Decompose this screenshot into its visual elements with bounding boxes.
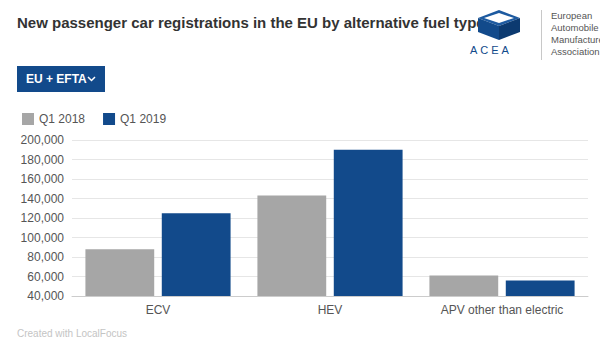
svg-text:180,000: 180,000 xyxy=(21,153,65,167)
svg-text:80,000: 80,000 xyxy=(27,250,64,264)
svg-text:Q1 2019: Q1 2019 xyxy=(120,112,166,126)
svg-text:200,000: 200,000 xyxy=(21,133,65,147)
svg-text:HEV: HEV xyxy=(318,303,343,317)
html-text:European: European xyxy=(551,10,593,21)
svg-text:160,000: 160,000 xyxy=(21,172,65,186)
html-text:EU + EFTA: EU + EFTA xyxy=(26,72,87,86)
svg-text:60,000: 60,000 xyxy=(27,270,64,284)
html-text:Association: Association xyxy=(551,46,600,57)
svg-text:100,000: 100,000 xyxy=(21,231,65,245)
svg-text:40,000: 40,000 xyxy=(27,289,64,303)
svg-text:120,000: 120,000 xyxy=(21,211,65,225)
html-text:Created with LocalFocus: Created with LocalFocus xyxy=(17,328,128,339)
svg-text:ECV: ECV xyxy=(146,303,171,317)
html-text:ACEA: ACEA xyxy=(470,44,512,56)
svg-text:140,000: 140,000 xyxy=(21,192,65,206)
svg-text:APV other than electric: APV other than electric xyxy=(441,303,564,317)
svg-text:Q1 2018: Q1 2018 xyxy=(39,112,85,126)
html-text:New passenger car registration: New passenger car registrations in the E… xyxy=(17,14,485,31)
html-text:Automobile: Automobile xyxy=(551,22,599,33)
